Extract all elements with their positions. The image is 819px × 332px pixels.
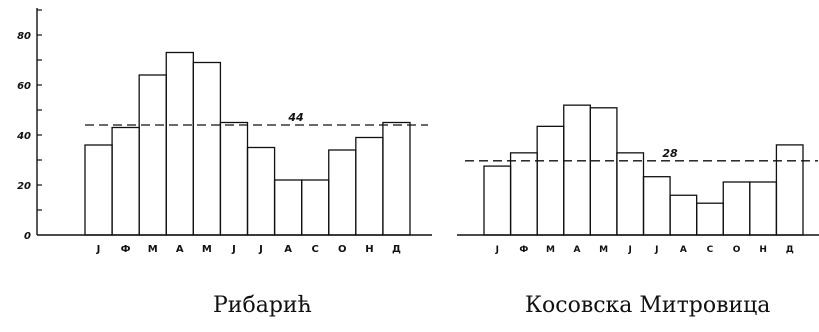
chart-kosovska-mitrovica: J Ф M A M J J A C O H Д 28	[457, 104, 819, 255]
x-tick-label: C	[707, 245, 714, 255]
bar	[246, 146, 276, 236]
bar	[138, 74, 167, 236]
bar	[616, 152, 645, 236]
bar	[775, 144, 804, 236]
bar	[328, 149, 357, 236]
x-tick-label: A	[680, 245, 687, 255]
chart-title-kosovska-mitrovica: Косовска Митровица	[525, 293, 771, 318]
y-tick-label: 40	[16, 131, 31, 142]
bar	[642, 176, 671, 236]
x-tick-label: A	[176, 244, 184, 255]
bar	[589, 107, 618, 236]
y-tick-label: 0	[24, 231, 31, 242]
x-tick-label: J	[258, 244, 263, 255]
bar	[273, 179, 303, 236]
bar	[749, 181, 778, 236]
x-tick-label: M	[599, 245, 608, 255]
x-tick-label: Ф	[121, 244, 131, 255]
x-tick-label: J	[231, 244, 236, 255]
x-tick-label: O	[338, 244, 347, 255]
x-tick-label: H	[759, 245, 767, 255]
bar	[669, 194, 698, 236]
x-tick-label: H	[365, 244, 373, 255]
chart-title-ribaric: Рибарић	[213, 293, 312, 318]
x-tick-label: O	[733, 245, 741, 255]
bar	[696, 202, 724, 236]
x-tick-label: M	[546, 245, 555, 255]
y-tick-label: 60	[17, 81, 31, 92]
bar	[84, 144, 113, 236]
x-tick-label: J	[495, 245, 499, 255]
x-tick-label: J	[628, 245, 632, 255]
x-tick-label: M	[202, 244, 212, 255]
bar	[165, 51, 194, 236]
bar	[382, 121, 411, 236]
x-tick-label: J	[96, 244, 101, 255]
bar	[192, 61, 222, 236]
bar	[111, 126, 140, 236]
bar	[483, 165, 512, 236]
reference-line-label: 28	[662, 147, 678, 160]
x-tick-label: Ф	[519, 245, 528, 255]
bar	[509, 152, 538, 236]
bar	[355, 136, 384, 236]
x-tick-label: A	[574, 245, 581, 255]
bar	[536, 125, 565, 236]
x-tick-label: M	[148, 244, 158, 255]
bar	[563, 104, 591, 236]
y-tick-label: 20	[17, 181, 31, 192]
x-tick-label: C	[312, 244, 319, 255]
x-tick-label: Д	[392, 244, 401, 255]
reference-line-label: 44	[287, 111, 303, 124]
chart-ribaric: 0 20 40 60 80 J Ф M A M J J A C O H Д 44	[16, 8, 432, 255]
x-tick-label: J	[654, 245, 658, 255]
x-tick-label: Д	[786, 245, 794, 255]
x-tick-label: A	[284, 244, 292, 255]
y-tick-label: 80	[17, 31, 31, 42]
bar	[301, 179, 330, 236]
bar	[219, 121, 249, 236]
bar	[722, 181, 751, 236]
